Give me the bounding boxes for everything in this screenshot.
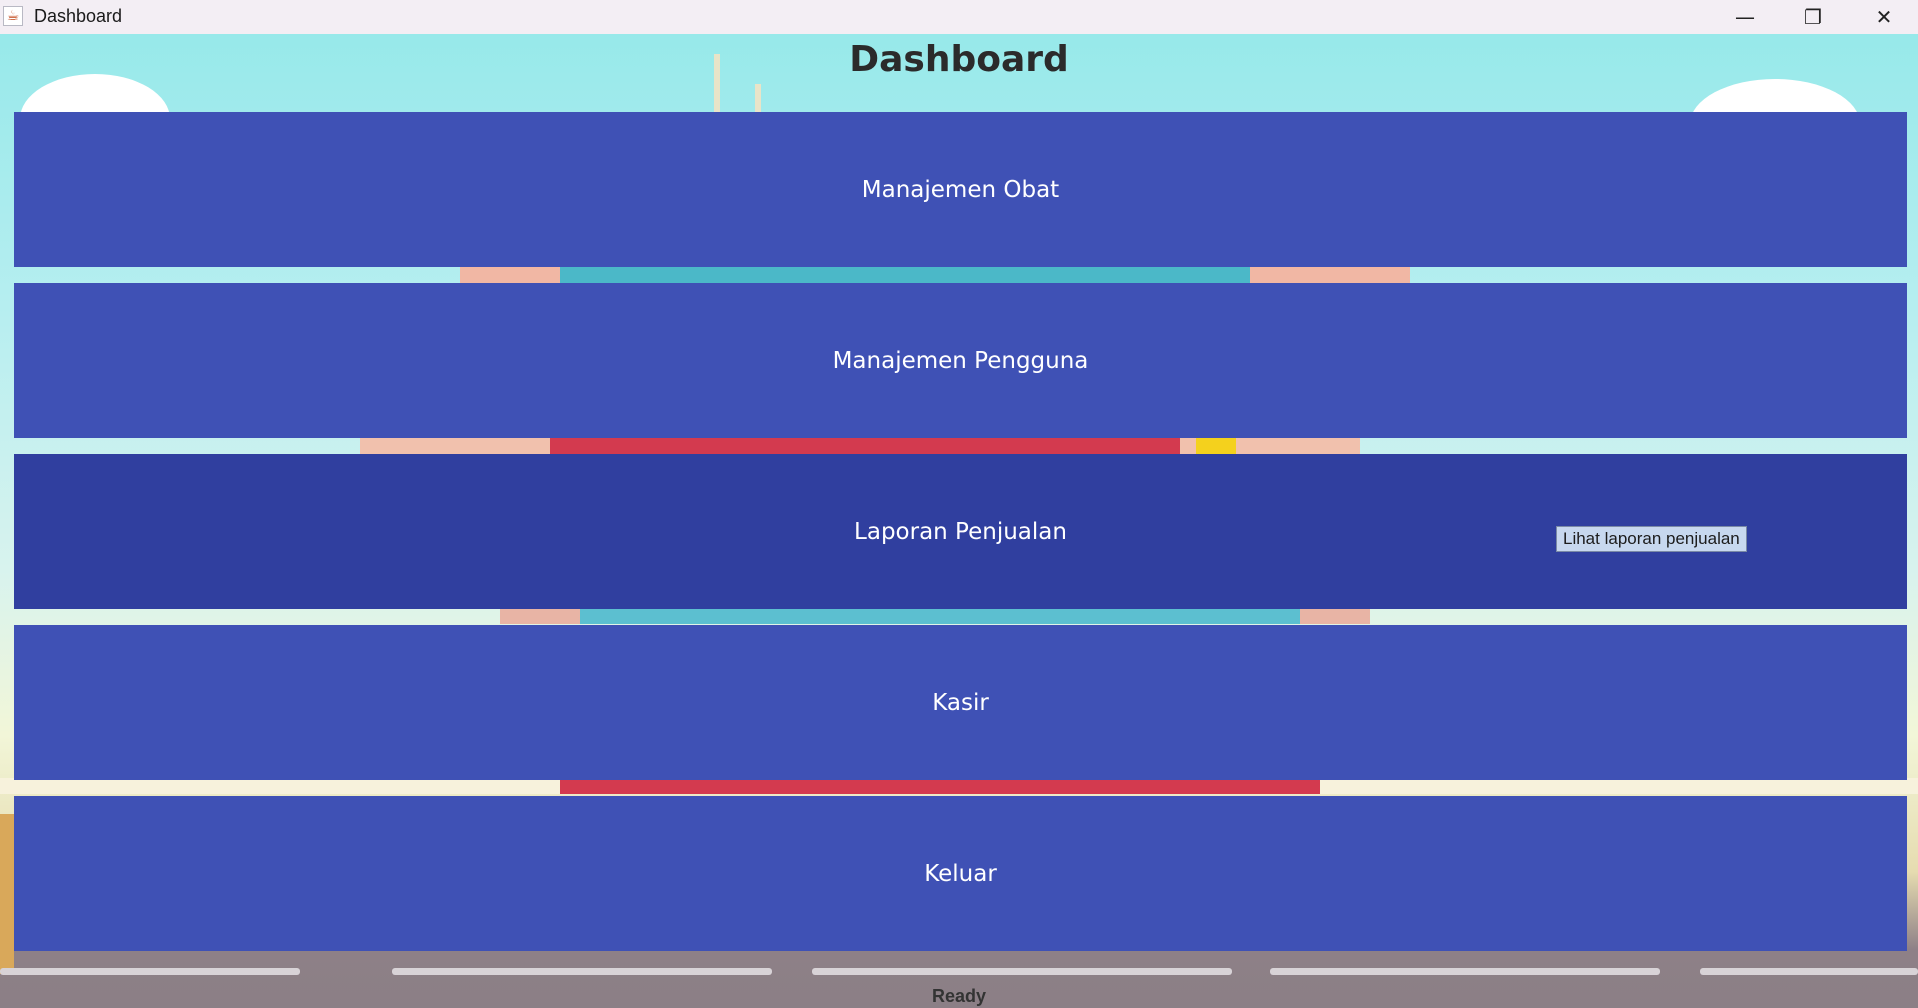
- manajemen-pengguna-button[interactable]: Manajemen Pengguna: [14, 283, 1907, 438]
- tooltip: Lihat laporan penjualan: [1556, 526, 1747, 552]
- road-marking: [1270, 968, 1660, 975]
- java-cup-icon: ☕: [3, 6, 23, 26]
- road-marking: [1700, 968, 1918, 975]
- close-button[interactable]: ✕: [1850, 0, 1918, 34]
- road-marking: [392, 968, 772, 975]
- fence: [0, 814, 14, 974]
- minimize-button[interactable]: —: [1711, 0, 1779, 34]
- shop-front: [560, 778, 1320, 794]
- road-marking: [0, 968, 300, 975]
- kasir-button[interactable]: Kasir: [14, 625, 1907, 780]
- window-title: Dashboard: [34, 6, 122, 27]
- status-label: Ready: [0, 986, 1918, 1007]
- manajemen-obat-button[interactable]: Manajemen Obat: [14, 112, 1907, 267]
- page-title: Dashboard: [0, 38, 1918, 82]
- window-title-bar: ☕ Dashboard — ❐ ✕: [0, 0, 1918, 35]
- road-marking: [812, 968, 1232, 975]
- keluar-button[interactable]: Keluar: [14, 796, 1907, 951]
- maximize-button[interactable]: ❐: [1779, 0, 1847, 34]
